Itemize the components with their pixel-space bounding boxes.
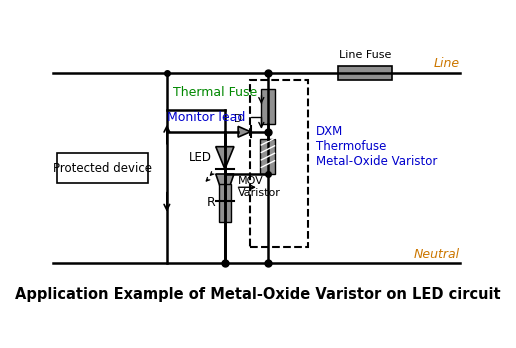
Bar — [261, 89, 275, 124]
Bar — [219, 184, 231, 222]
Text: DXM
Thermofuse
Metal-Oxide Varistor: DXM Thermofuse Metal-Oxide Varistor — [316, 125, 438, 168]
Text: Application Example of Metal-Oxide Varistor on LED circuit: Application Example of Metal-Oxide Varis… — [15, 287, 501, 302]
Text: Protected device: Protected device — [53, 162, 152, 175]
Text: MOV
Varistor: MOV Varistor — [238, 176, 281, 198]
Text: R: R — [207, 197, 216, 209]
Text: LED: LED — [189, 151, 212, 164]
Text: Monitor lead: Monitor lead — [167, 111, 264, 127]
Polygon shape — [216, 147, 234, 169]
Polygon shape — [238, 126, 251, 137]
Text: Line Fuse: Line Fuse — [339, 50, 392, 61]
Bar — [250, 80, 308, 247]
Polygon shape — [216, 174, 234, 200]
Text: D: D — [234, 114, 242, 124]
Bar — [261, 139, 276, 174]
Text: Line: Line — [434, 57, 460, 70]
Bar — [338, 66, 392, 80]
Text: Thermal Fuse: Thermal Fuse — [173, 86, 264, 103]
Text: Neutral: Neutral — [414, 248, 460, 261]
Bar — [57, 153, 148, 183]
